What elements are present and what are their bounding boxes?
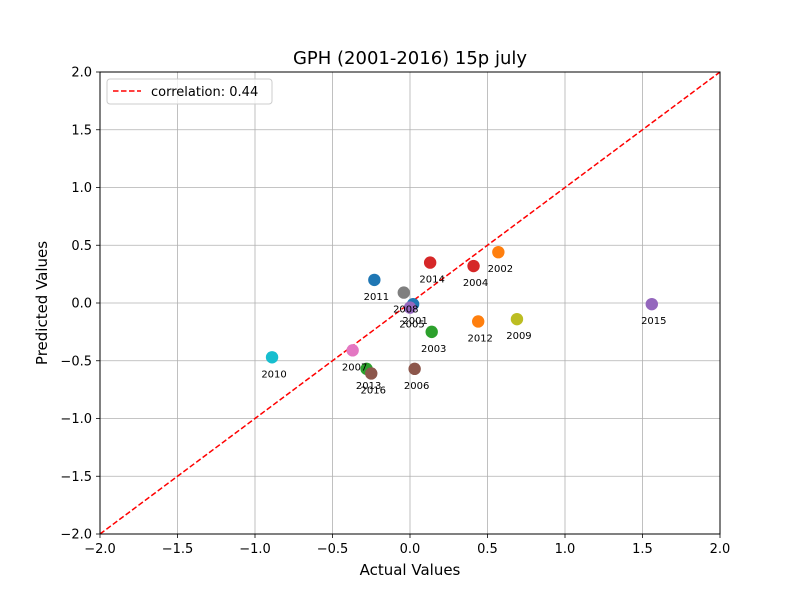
y-axis-title: Predicted Values [33,241,51,365]
data-point-2009 [510,312,524,326]
data-point-2004 [467,259,480,273]
data-label-2007: 2007 [342,362,367,373]
x-tick-label: −1.0 [239,542,271,557]
data-point-2010 [265,351,279,364]
x-axis-title: Actual Values [360,561,461,579]
data-label-2014: 2014 [419,275,444,286]
data-label-2012: 2012 [467,333,492,344]
y-tick-label: 0.0 [71,297,92,312]
data-label-2009: 2009 [506,331,531,342]
y-tick-label: 0.5 [71,239,92,254]
data-label-2003: 2003 [421,344,446,355]
data-label-2008: 2008 [393,305,418,316]
y-tick-label: −1.5 [60,470,92,485]
data-point-2016 [365,367,378,380]
data-label-2016: 2016 [361,385,386,396]
x-tick-label: 2.0 [710,542,731,557]
y-tick-label: −0.5 [60,354,92,369]
data-point-2011 [368,273,381,287]
chart-title: GPH (2001-2016) 15p july [293,48,527,69]
data-point-2015 [645,297,658,311]
data-point-2002 [492,245,505,259]
data-point-2012 [472,315,485,328]
data-point-2007 [346,344,359,357]
data-point-2006 [408,362,421,376]
legend-box [106,78,273,105]
data-label-2004: 2004 [463,278,488,289]
x-tick-label: 0.0 [400,542,421,557]
y-tick-label: −1.0 [60,412,92,427]
y-tick-label: −2.0 [60,528,92,543]
x-tick-label: −0.5 [317,542,349,557]
y-tick-label: 2.0 [71,66,92,81]
data-point-2003 [425,325,438,339]
data-label-2013: 2013 [356,381,381,392]
legend: correlation: 0.44 [106,78,273,105]
x-tick-label: 0.5 [477,542,498,557]
data-label-2010: 2010 [261,369,286,380]
y-tick-label: 1.0 [71,181,92,196]
data-point-2014 [423,256,437,269]
legend-label: correlation: 0.44 [151,85,258,100]
data-point-2005 [403,301,417,314]
data-points [265,245,658,380]
x-tick-label: 1.5 [632,542,653,557]
data-label-2011: 2011 [364,292,389,303]
data-label-2002: 2002 [488,264,513,275]
x-tick-label: −2.0 [84,542,116,557]
data-point-labels: 2001 2002 2003 2004 2005 2006 2007 2008 2009 2010… [261,264,666,396]
data-label-2005: 2005 [399,320,424,331]
data-label-2006: 2006 [404,381,429,392]
data-label-2015: 2015 [641,316,666,327]
data-point-2008 [397,286,410,299]
x-tick-label: −1.5 [162,542,194,557]
data-label-2001: 2001 [402,316,427,327]
axis-ticks: −2.0−2.0 −1.5 −1.5 −1.0 −1.0 −0.5 −0.5 0.0 0.0 0.… [60,66,730,558]
x-tick-label: 1.0 [555,542,576,557]
y-tick-label: 1.5 [71,123,92,138]
